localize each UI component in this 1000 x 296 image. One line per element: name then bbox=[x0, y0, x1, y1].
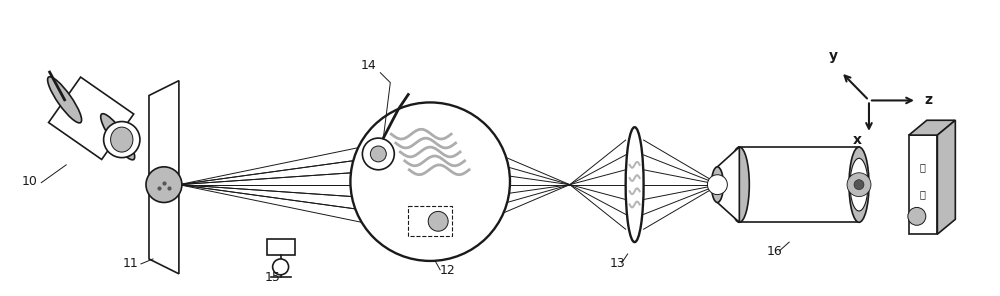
Text: x: x bbox=[853, 133, 862, 147]
Bar bbox=[909, 135, 937, 234]
Circle shape bbox=[908, 207, 926, 225]
Ellipse shape bbox=[849, 147, 869, 222]
Text: 样: 样 bbox=[920, 162, 926, 172]
Circle shape bbox=[104, 122, 140, 157]
Text: 11: 11 bbox=[123, 257, 139, 270]
Polygon shape bbox=[717, 147, 739, 222]
Circle shape bbox=[362, 138, 394, 170]
Text: 16: 16 bbox=[766, 245, 782, 258]
Circle shape bbox=[350, 102, 510, 261]
Text: 12: 12 bbox=[439, 264, 455, 277]
Text: 10: 10 bbox=[21, 175, 37, 188]
Ellipse shape bbox=[101, 114, 135, 160]
Polygon shape bbox=[149, 81, 179, 274]
Text: 14: 14 bbox=[360, 59, 376, 72]
Bar bbox=[739, 147, 859, 222]
Polygon shape bbox=[909, 120, 955, 135]
Ellipse shape bbox=[729, 147, 749, 222]
Text: 品: 品 bbox=[920, 189, 926, 200]
Text: y: y bbox=[829, 49, 838, 63]
Text: 15: 15 bbox=[265, 271, 281, 284]
Polygon shape bbox=[937, 120, 955, 234]
Circle shape bbox=[273, 259, 289, 275]
Circle shape bbox=[847, 173, 871, 197]
Circle shape bbox=[854, 180, 864, 190]
Ellipse shape bbox=[48, 77, 82, 123]
Bar bbox=[408, 206, 452, 236]
Text: 13: 13 bbox=[610, 257, 626, 270]
Ellipse shape bbox=[850, 158, 868, 211]
Circle shape bbox=[370, 146, 386, 162]
Circle shape bbox=[428, 211, 448, 231]
Ellipse shape bbox=[111, 127, 133, 152]
Circle shape bbox=[146, 167, 182, 202]
Ellipse shape bbox=[626, 127, 644, 242]
Polygon shape bbox=[49, 77, 134, 160]
Circle shape bbox=[707, 175, 727, 194]
Text: z: z bbox=[925, 94, 933, 107]
Ellipse shape bbox=[711, 167, 723, 202]
Polygon shape bbox=[267, 239, 295, 255]
